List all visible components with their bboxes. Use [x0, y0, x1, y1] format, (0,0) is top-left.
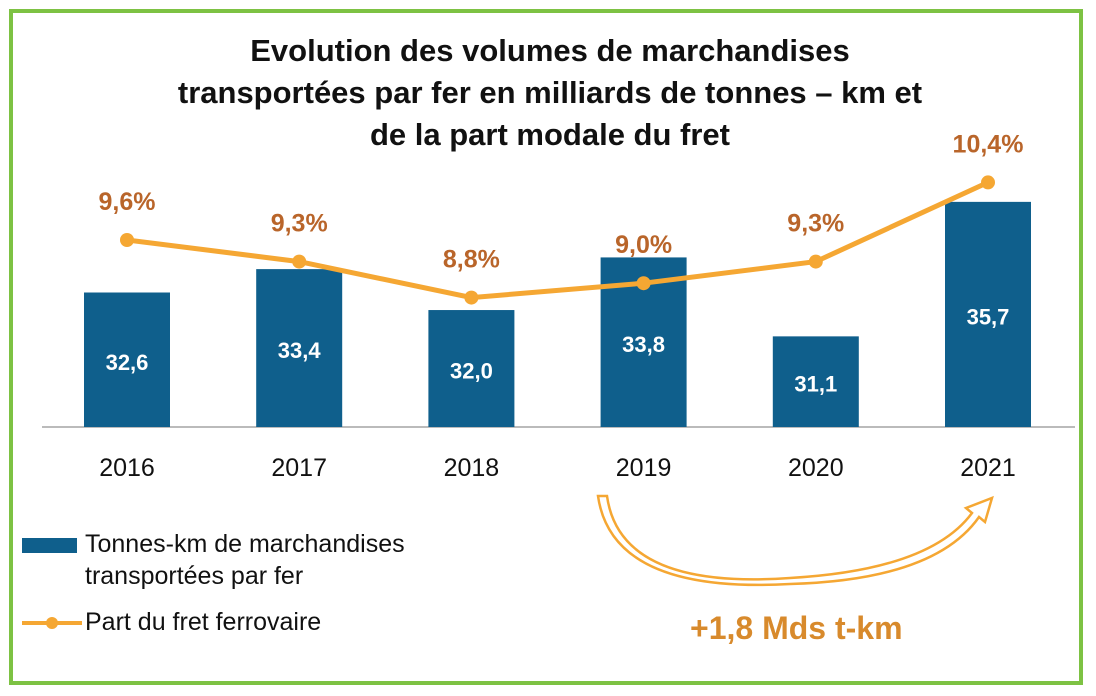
chart-frame: [9, 9, 1083, 685]
x-tick-2020: 2020: [788, 454, 844, 482]
legend-bar-swatch: [22, 537, 77, 553]
legend-bar-label-2: transportées par fer: [85, 562, 304, 590]
x-tick-2017: 2017: [271, 454, 327, 482]
bar-2020: [772, 336, 859, 427]
line-label-2020: 9,3%: [787, 210, 844, 238]
line-point-2017: [292, 254, 307, 269]
line-point-2019: [636, 276, 651, 291]
line-point-2016: [120, 233, 134, 247]
title-line-1: Evolution des volumes de marchandises: [250, 33, 850, 68]
legend-line: Part du fret ferrovaire: [22, 606, 321, 638]
annotation-text: +1,8 Mds t-km: [690, 610, 903, 646]
line-label-2019: 9,0%: [615, 231, 672, 259]
x-tick-2021: 2021: [960, 454, 1016, 482]
legend-bar: Tonnes-km de marchandises transportées p…: [22, 528, 405, 592]
x-tick-2018: 2018: [444, 454, 500, 482]
bar-label-2020: 31,1: [794, 372, 837, 397]
bar-label-2017: 33,4: [278, 338, 322, 363]
x-tick-2016: 2016: [99, 454, 155, 482]
legend-bar-label-1: Tonnes-km de marchandises: [85, 530, 405, 558]
line-label-2016: 9,6%: [99, 188, 156, 216]
x-tick-2019: 2019: [616, 454, 672, 482]
legend-line-swatch: [22, 617, 82, 630]
line-label-2017: 9,3%: [271, 210, 328, 238]
bar-2017: [256, 269, 343, 427]
curved-arrow: [596, 494, 994, 587]
line-series: [126, 180, 990, 301]
line-label-2018: 8,8%: [443, 246, 500, 274]
title-line-2: transportées par fer en milliards de ton…: [177, 75, 923, 110]
line-point-2018: [464, 290, 479, 305]
line-point-2021: [981, 175, 995, 190]
title-line-3: de la part modale du fret: [369, 117, 730, 152]
chart-title: Evolution des volumes de marchandises tr…: [60, 30, 1040, 156]
legend-line-label: Part du fret ferrovaire: [85, 608, 322, 636]
bar-2021: [945, 201, 1031, 427]
bar-label-2018: 32,0: [450, 359, 493, 384]
line-label-2021: 10,4%: [953, 130, 1024, 158]
bar-label-2021: 35,7: [967, 304, 1010, 329]
line-point-2020: [808, 254, 823, 269]
bar-2016: [84, 292, 170, 427]
bar-label-2016: 32,6: [106, 350, 149, 375]
bar-2018: [428, 310, 515, 427]
bar-label-2019: 33,8: [622, 332, 665, 357]
